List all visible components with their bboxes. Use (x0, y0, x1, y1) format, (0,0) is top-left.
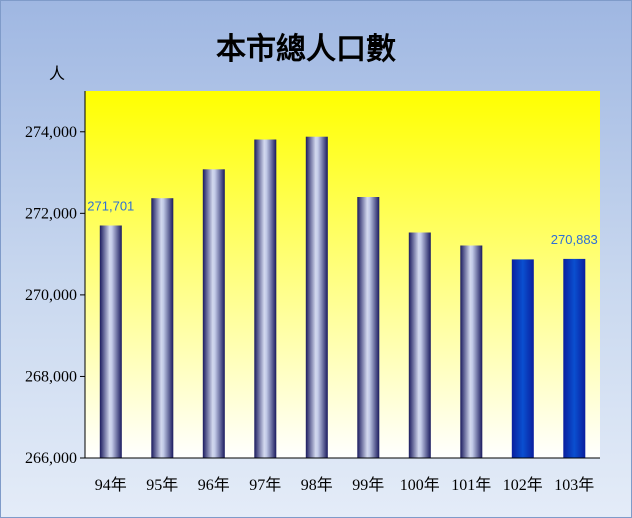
x-tick-label: 94年 (95, 476, 127, 494)
bar-0 (99, 225, 122, 458)
y-tick-label: 270,000 (25, 287, 77, 304)
x-tick-label: 96年 (198, 476, 230, 494)
data-label-0: 271,701 (87, 199, 134, 214)
y-tick-label: 274,000 (25, 124, 77, 141)
x-tick-label: 99年 (352, 476, 384, 494)
bar-2 (202, 169, 225, 459)
bar-9 (563, 258, 586, 458)
bar-7 (460, 245, 483, 458)
chart-title: 本市總人口數 (216, 32, 396, 67)
y-tick-label: 272,000 (25, 205, 77, 222)
y-tick-label: 266,000 (25, 450, 77, 467)
data-labels: 271,701 270,883 (87, 199, 598, 247)
x-tick-label: 101年 (451, 476, 491, 494)
x-tick-label: 97年 (249, 476, 281, 494)
bar-6 (408, 232, 431, 458)
y-tick-label: 268,000 (25, 368, 77, 385)
x-tick-label: 95年 (146, 476, 178, 494)
data-label-9: 270,883 (551, 232, 598, 247)
bar-8 (511, 259, 534, 458)
y-axis: 266,000 268,000 270,000 272,000 274,000 (25, 91, 86, 467)
x-axis: 94年 95年 96年 97年 98年 99年 100年 101年 102年 103年 (85, 457, 600, 494)
y-axis-unit-label: 人 (49, 64, 65, 83)
x-tick-label: 100年 (400, 476, 440, 494)
bar-1 (151, 198, 174, 458)
bar-4 (305, 136, 328, 458)
x-tick-label: 98年 (301, 476, 333, 494)
bars-layer (99, 136, 586, 459)
x-tick-label: 102年 (503, 476, 543, 494)
x-tick-label: 103年 (554, 476, 594, 494)
bar-5 (357, 197, 380, 458)
bar-3 (254, 139, 277, 458)
